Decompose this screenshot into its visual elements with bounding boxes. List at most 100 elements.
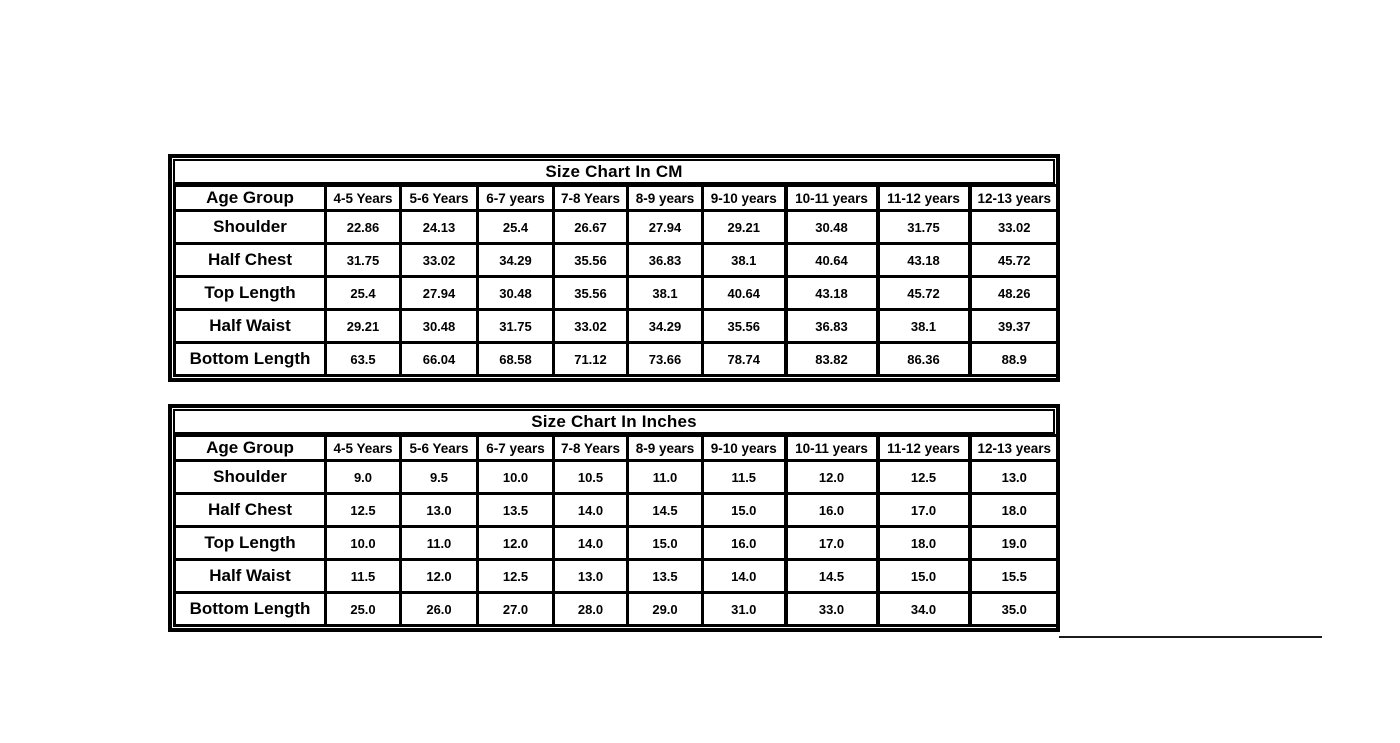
size-chart-cm-grid: Age Group 4-5 Years 5-6 Years 6-7 years 7-8 …: [173, 184, 1060, 377]
measurement-value-cell: 12.0: [399, 558, 479, 594]
table-row: Half Waist 11.5 12.0 12.5 13.0 13.5 14.0 14.5 15…: [173, 558, 1060, 594]
measurement-value-cell: 33.02: [967, 209, 1060, 245]
measurement-value-cell: 38.1: [701, 242, 787, 278]
measurement-value-cell: 31.75: [324, 242, 402, 278]
measurement-value-cell: 31.75: [875, 209, 971, 245]
measurement-value-cell: 36.83: [626, 242, 704, 278]
measurement-value-cell: 11.5: [324, 558, 402, 594]
measurement-value-cell: 13.0: [552, 558, 629, 594]
measurement-value-cell: 30.48: [399, 308, 479, 344]
age-column-header-cell: 10-11 years: [783, 184, 879, 212]
measurement-value-cell: 45.72: [875, 275, 971, 311]
table-row: Half Chest 31.75 33.02 34.29 35.56 36.83 38.1 4…: [173, 242, 1060, 278]
measurement-label-cell: Shoulder: [173, 209, 327, 245]
measurement-value-cell: 25.4: [476, 209, 555, 245]
measurement-value-cell: 18.0: [967, 492, 1060, 528]
measurement-value-cell: 45.72: [967, 242, 1060, 278]
measurement-value-cell: 73.66: [626, 341, 704, 377]
measurement-value-cell: 14.5: [783, 558, 879, 594]
measurement-value-cell: 15.0: [626, 525, 704, 561]
measurement-value-cell: 15.5: [967, 558, 1060, 594]
table-header-row: Age Group 4-5 Years 5-6 Years 6-7 years 7-8 …: [173, 434, 1060, 462]
measurement-value-cell: 9.5: [399, 459, 479, 495]
age-column-header-cell: 5-6 Years: [399, 184, 479, 212]
age-column-header-cell: 9-10 years: [701, 434, 787, 462]
measurement-value-cell: 16.0: [701, 525, 787, 561]
measurement-value-cell: 25.4: [324, 275, 402, 311]
measurement-value-cell: 12.0: [476, 525, 555, 561]
age-column-header-cell: 11-12 years: [875, 434, 971, 462]
measurement-value-cell: 12.5: [324, 492, 402, 528]
measurement-value-cell: 14.5: [626, 492, 704, 528]
measurement-value-cell: 29.21: [701, 209, 787, 245]
measurement-label-cell: Shoulder: [173, 459, 327, 495]
measurement-value-cell: 31.75: [476, 308, 555, 344]
measurement-value-cell: 38.1: [626, 275, 704, 311]
measurement-value-cell: 11.5: [701, 459, 787, 495]
measurement-value-cell: 27.94: [399, 275, 479, 311]
measurement-value-cell: 33.0: [783, 591, 879, 627]
measurement-label-cell: Half Waist: [173, 308, 327, 344]
measurement-value-cell: 19.0: [967, 525, 1060, 561]
age-column-header-cell: 8-9 years: [626, 434, 704, 462]
measurement-value-cell: 33.02: [552, 308, 629, 344]
measurement-value-cell: 40.64: [783, 242, 879, 278]
table-header-row: Age Group 4-5 Years 5-6 Years 6-7 years 7-8 …: [173, 184, 1060, 212]
measurement-value-cell: 38.1: [875, 308, 971, 344]
measurement-value-cell: 22.86: [324, 209, 402, 245]
measurement-value-cell: 88.9: [967, 341, 1060, 377]
age-column-header-cell: 12-13 years: [967, 434, 1060, 462]
measurement-value-cell: 66.04: [399, 341, 479, 377]
measurement-value-cell: 26.0: [399, 591, 479, 627]
measurement-value-cell: 12.0: [783, 459, 879, 495]
age-column-header-cell: 11-12 years: [875, 184, 971, 212]
measurement-value-cell: 63.5: [324, 341, 402, 377]
age-column-header-cell: 7-8 Years: [552, 434, 629, 462]
size-chart-inches-table: Size Chart In Inches Age Group 4-5 Years 5…: [168, 404, 1060, 632]
measurement-value-cell: 9.0: [324, 459, 402, 495]
measurement-value-cell: 12.5: [476, 558, 555, 594]
measurement-value-cell: 13.0: [399, 492, 479, 528]
measurement-value-cell: 83.82: [783, 341, 879, 377]
measurement-label-cell: Top Length: [173, 275, 327, 311]
measurement-value-cell: 14.0: [552, 492, 629, 528]
measurement-value-cell: 35.56: [701, 308, 787, 344]
measurement-label-cell: Half Waist: [173, 558, 327, 594]
measurement-value-cell: 13.0: [967, 459, 1060, 495]
table-row: Bottom Length 25.0 26.0 27.0 28.0 29.0 31.0 33.…: [173, 591, 1060, 627]
measurement-value-cell: 17.0: [783, 525, 879, 561]
measurement-value-cell: 39.37: [967, 308, 1060, 344]
measurement-value-cell: 13.5: [626, 558, 704, 594]
measurement-value-cell: 18.0: [875, 525, 971, 561]
measurement-value-cell: 33.02: [399, 242, 479, 278]
measurement-value-cell: 30.48: [783, 209, 879, 245]
measurement-value-cell: 34.29: [476, 242, 555, 278]
measurement-label-cell: Bottom Length: [173, 591, 327, 627]
measurement-value-cell: 28.0: [552, 591, 629, 627]
measurement-value-cell: 17.0: [875, 492, 971, 528]
measurement-label-cell: Top Length: [173, 525, 327, 561]
measurement-value-cell: 14.0: [701, 558, 787, 594]
measurement-value-cell: 86.36: [875, 341, 971, 377]
measurement-value-cell: 36.83: [783, 308, 879, 344]
measurement-value-cell: 12.5: [875, 459, 971, 495]
age-column-header-cell: 9-10 years: [701, 184, 787, 212]
measurement-value-cell: 24.13: [399, 209, 479, 245]
measurement-value-cell: 11.0: [626, 459, 704, 495]
measurement-value-cell: 31.0: [701, 591, 787, 627]
table-row: Shoulder 9.0 9.5 10.0 10.5 11.0 11.5 12.0 12.5 13…: [173, 459, 1060, 495]
table-row: Half Waist 29.21 30.48 31.75 33.02 34.29 35.56…: [173, 308, 1060, 344]
measurement-value-cell: 10.5: [552, 459, 629, 495]
horizontal-rule: [1059, 636, 1322, 638]
measurement-value-cell: 13.5: [476, 492, 555, 528]
age-column-header-cell: 12-13 years: [967, 184, 1060, 212]
measurement-value-cell: 15.0: [875, 558, 971, 594]
table-row: Top Length 25.4 27.94 30.48 35.56 38.1 40.64 43…: [173, 275, 1060, 311]
age-column-header-cell: 10-11 years: [783, 434, 879, 462]
age-column-header-cell: 8-9 years: [626, 184, 704, 212]
age-group-header-cell: Age Group: [173, 184, 327, 212]
size-chart-inches-title: Size Chart In Inches: [173, 409, 1055, 434]
measurement-value-cell: 71.12: [552, 341, 629, 377]
measurement-value-cell: 40.64: [701, 275, 787, 311]
age-column-header-cell: 5-6 Years: [399, 434, 479, 462]
